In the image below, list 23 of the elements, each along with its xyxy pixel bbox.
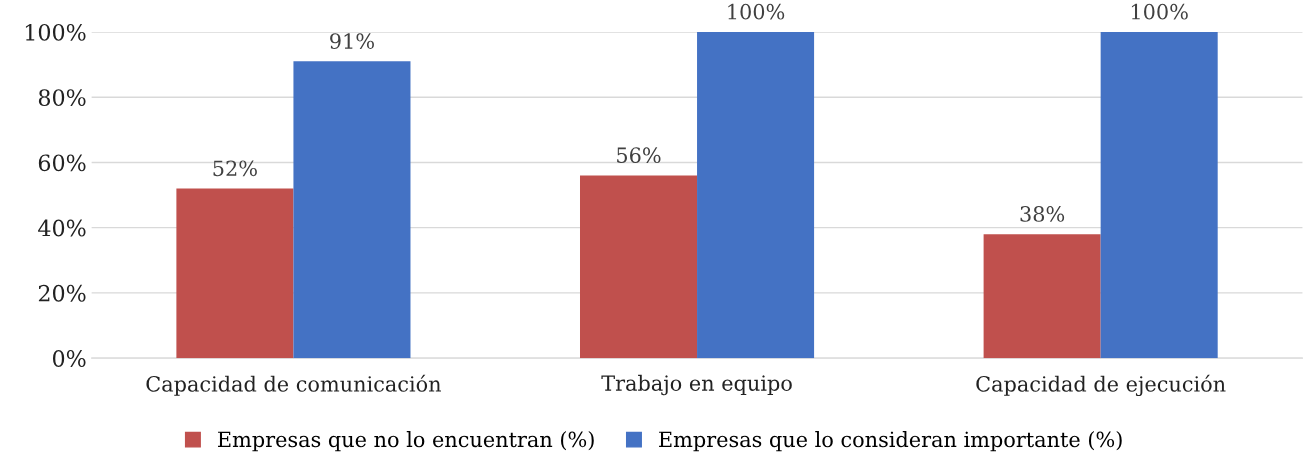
- data-label: 91%: [330, 33, 374, 49]
- y-tick-label: 80%: [38, 89, 86, 106]
- data-label: 38%: [1020, 206, 1065, 222]
- bar: [983, 234, 1101, 359]
- legend-label: Empresas que lo consideran importante (%): [659, 431, 1122, 452]
- x-tick-label: Capacidad de ejecución: [976, 374, 1226, 397]
- bar: [580, 175, 698, 359]
- y-tick-label: 0%: [52, 350, 86, 367]
- y-tick-label: 100%: [25, 23, 86, 41]
- y-tick-label: 60%: [38, 154, 86, 172]
- data-label: 100%: [1131, 3, 1188, 20]
- bar: [1100, 31, 1218, 359]
- bar: [697, 31, 815, 359]
- bar: [293, 61, 411, 359]
- data-label: 52%: [213, 160, 257, 177]
- y-tick-label: 40%: [38, 219, 86, 237]
- x-tick-label: Capacidad de comunicación: [146, 374, 441, 396]
- legend-label: Empresas que no lo encuentran (%): [218, 431, 594, 452]
- y-tick-label: 20%: [38, 284, 86, 302]
- bar: [176, 188, 294, 359]
- data-label: 56%: [617, 147, 661, 164]
- x-tick-label: Trabajo en equipo: [601, 374, 792, 396]
- data-label: 100%: [728, 3, 785, 20]
